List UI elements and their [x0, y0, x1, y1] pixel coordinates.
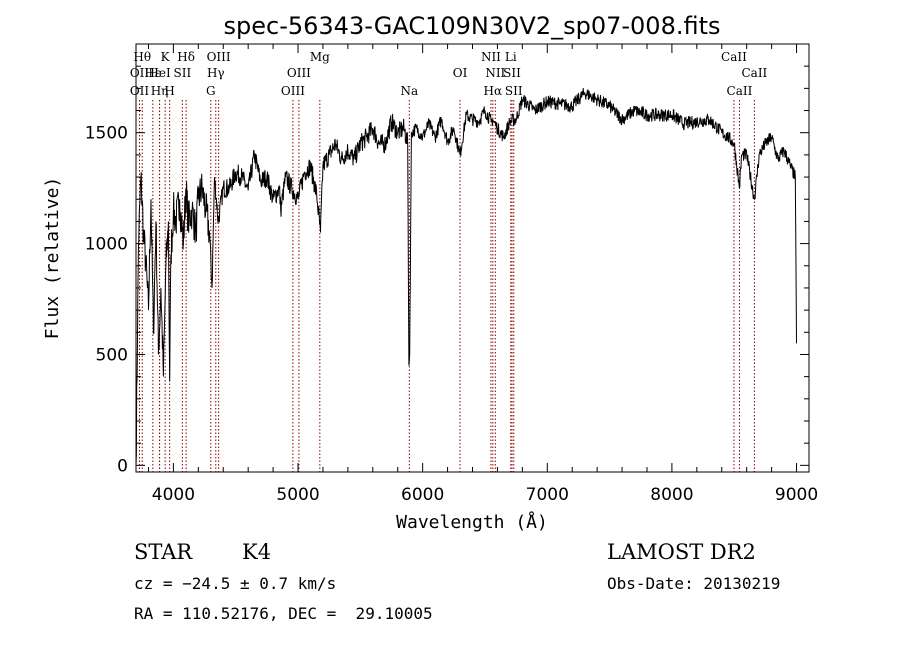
- line-label-15: Mg: [310, 50, 330, 64]
- y-tick-label: 1500: [85, 124, 128, 144]
- coordinates: RA = 110.52176, DEC = 29.10005: [134, 604, 433, 623]
- line-label-12: OIII: [207, 50, 231, 64]
- spectral-line-markers: HθOIIOIIHεHeIKHηHSIIHδGHγOIIIOIIIOIIIMgN…: [130, 50, 768, 472]
- line-label-14: OIII: [287, 66, 311, 80]
- observation-date: Obs-Date: 20130219: [607, 574, 781, 593]
- x-tick-label: 8000: [650, 485, 693, 505]
- line-label-8: SII: [174, 66, 192, 80]
- chart-title: spec-56343-GAC109N30V2_sp07-008.fits: [224, 12, 721, 40]
- object-subclass: K4: [242, 540, 272, 564]
- line-label-22: SII: [503, 66, 521, 80]
- line-label-16: Na: [400, 84, 418, 98]
- survey-name: LAMOST DR2: [607, 540, 756, 564]
- x-tick-label: 9000: [775, 485, 818, 505]
- line-label-26: CaII: [741, 66, 767, 80]
- line-label-10: G: [206, 84, 216, 98]
- line-label-5: K: [161, 50, 171, 64]
- line-label-7: H: [164, 84, 174, 98]
- plot-frame: [135, 43, 810, 473]
- line-label-2: OII: [130, 84, 150, 98]
- line-label-18: NII: [481, 50, 501, 64]
- line-label-19: NII: [485, 66, 505, 80]
- object-class: STAR: [134, 540, 193, 564]
- line-label-17: OI: [453, 66, 468, 80]
- y-tick-label: 0: [117, 456, 128, 476]
- y-tick-label: 1000: [85, 235, 128, 255]
- line-label-0: Hθ: [133, 50, 151, 64]
- plot-axes: 4000 5000 6000 7000 8000 9000 0 500 1000 1500: [85, 43, 818, 505]
- line-label-13: OIII: [281, 84, 305, 98]
- x-tick-label: 6000: [401, 485, 444, 505]
- line-label-25: CaII: [727, 84, 753, 98]
- y-axis-label: Flux (relative): [42, 177, 63, 340]
- line-label-1: OII: [130, 66, 150, 80]
- x-tick-label: 7000: [526, 485, 569, 505]
- line-label-9: Hδ: [177, 50, 195, 64]
- line-label-3: Hε: [144, 66, 161, 80]
- line-label-11: Hγ: [207, 66, 225, 80]
- redshift-info: cz = −24.5 ± 0.7 km/s: [134, 574, 337, 593]
- y-tick-label: 500: [96, 345, 128, 365]
- line-label-21: Li: [505, 50, 517, 64]
- line-label-20: Hα: [484, 84, 503, 98]
- x-tick-label: 5000: [276, 485, 319, 505]
- line-label-4: HeI: [148, 66, 171, 80]
- spectrum-series: [135, 88, 797, 466]
- spectrum-line: [135, 88, 797, 466]
- line-label-6: Hη: [151, 84, 169, 98]
- x-tick-label: 4000: [152, 485, 195, 505]
- line-label-24: CaII: [721, 50, 747, 64]
- line-label-23: SII: [505, 84, 523, 98]
- x-axis-label: Wavelength (Å): [396, 511, 548, 533]
